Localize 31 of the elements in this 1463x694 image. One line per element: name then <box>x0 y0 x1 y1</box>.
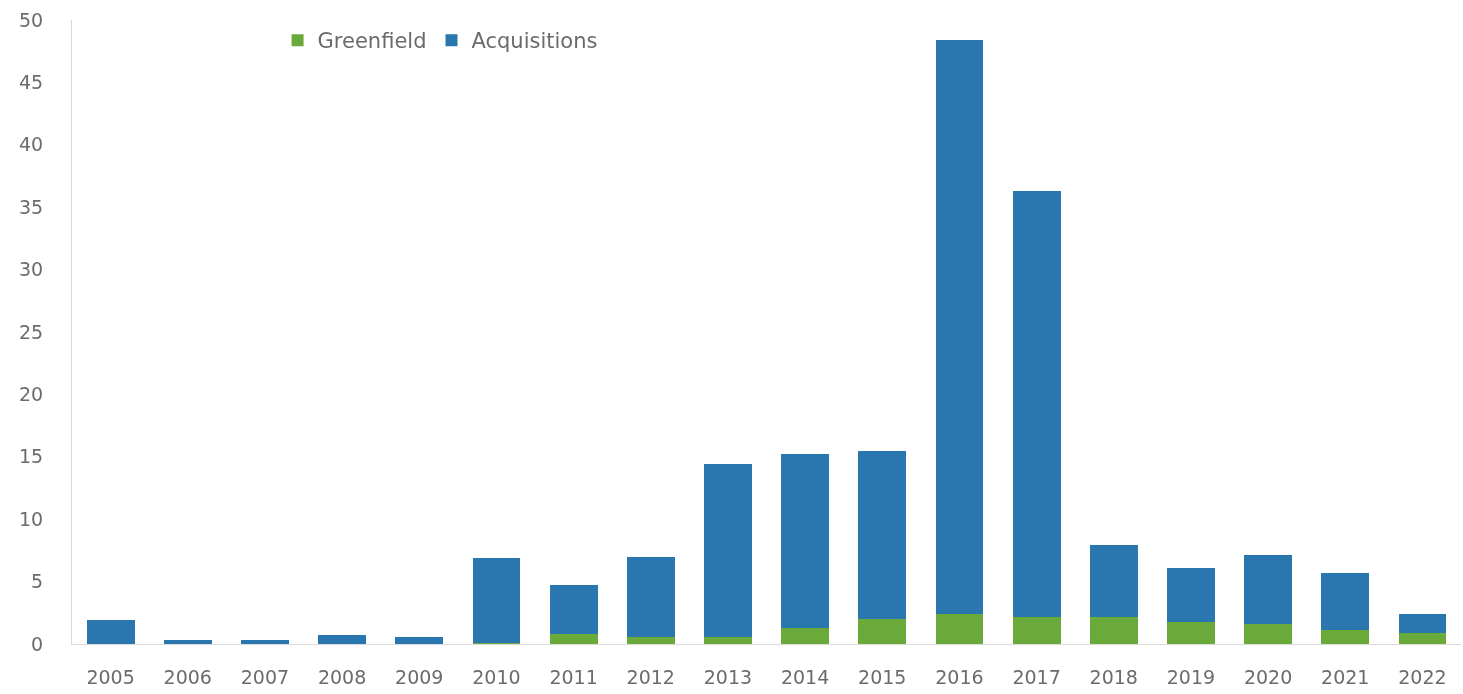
y-tick-label: 40 <box>19 133 44 156</box>
x-tick-label: 2020 <box>1243 665 1293 688</box>
y-tick-label: 15 <box>19 445 44 468</box>
y-tick-label: 10 <box>19 507 44 530</box>
y-tick-label: 5 <box>31 570 44 593</box>
x-tick-label: 2019 <box>1166 665 1216 688</box>
x-tick-label: 2012 <box>626 665 675 688</box>
x-tick-label: 2016 <box>935 665 984 688</box>
legend-label: Greenfield <box>317 29 427 54</box>
x-tick-label: 2014 <box>780 665 830 688</box>
x-tick-label: 2006 <box>163 665 212 688</box>
y-tick-label: 35 <box>19 195 44 218</box>
y-tick-label: 25 <box>19 320 44 343</box>
x-tick-label: 2011 <box>549 665 598 688</box>
x-tick-label: 2018 <box>1089 665 1138 688</box>
y-tick-label: 30 <box>19 258 44 281</box>
x-tick-label: 2017 <box>1012 665 1061 688</box>
x-tick-label: 2010 <box>472 665 521 688</box>
y-tick-label: 20 <box>19 383 44 406</box>
x-tick-label: 2013 <box>703 665 753 688</box>
legend-label: Acquisitions <box>471 29 598 54</box>
x-tick-label: 2015 <box>858 665 907 688</box>
x-tick-label: 2005 <box>86 665 135 688</box>
y-tick-label: 45 <box>19 71 44 94</box>
y-tick-label: 0 <box>31 632 44 655</box>
x-tick-label: 2021 <box>1321 665 1370 688</box>
x-tick-label: 2009 <box>395 665 444 688</box>
x-tick-label: 2007 <box>240 665 290 688</box>
y-tick-label: 50 <box>19 8 44 31</box>
x-tick-label: 2022 <box>1398 665 1447 688</box>
x-tick-label: 2008 <box>317 665 367 688</box>
